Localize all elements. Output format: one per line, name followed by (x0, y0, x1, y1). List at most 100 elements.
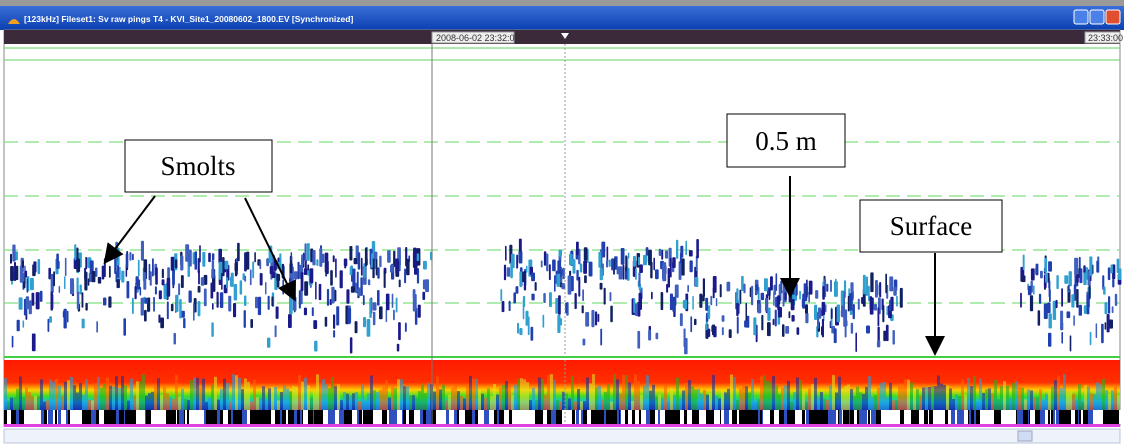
fish-echo (815, 290, 819, 299)
stripe (1071, 410, 1075, 424)
stripe (1028, 410, 1029, 424)
stripe (992, 410, 994, 424)
stripe (237, 410, 242, 424)
fish-echo (154, 286, 157, 295)
fish-echo (567, 275, 572, 295)
fish-echo (782, 290, 785, 307)
fish-echo (713, 326, 717, 338)
stripe (976, 410, 980, 424)
texture (556, 400, 559, 410)
fish-echo (549, 292, 552, 307)
stripe (187, 410, 189, 424)
fish-echo (679, 252, 682, 264)
annotation-label: Smolts (160, 151, 235, 181)
echogram-top-strip (4, 30, 1120, 44)
stripe (382, 410, 387, 424)
close-button[interactable] (1105, 9, 1121, 25)
fish-echo (129, 252, 132, 261)
texture (886, 396, 889, 410)
fish-echo (736, 288, 739, 305)
stripe (710, 410, 714, 424)
fish-echo (774, 309, 777, 327)
fish-echo (1108, 296, 1111, 314)
texture (613, 374, 616, 410)
stripe (400, 410, 402, 424)
texture (841, 388, 844, 410)
texture (802, 391, 805, 410)
fish-echo (126, 281, 130, 299)
texture (184, 398, 187, 410)
stripe (813, 410, 818, 424)
fish-echo (702, 278, 705, 297)
fish-echo (876, 284, 879, 296)
stripe (1045, 410, 1048, 424)
texture (814, 377, 817, 410)
fish-echo (721, 327, 724, 336)
texture (709, 393, 712, 410)
fish-echo (583, 247, 588, 261)
horizontal-scrollbar[interactable] (3, 428, 1121, 444)
texture (1063, 374, 1066, 410)
stripe (140, 410, 145, 424)
fish-echo (610, 305, 613, 323)
fish-echo (22, 320, 25, 328)
fish-echo (501, 301, 505, 313)
fish-echo (221, 273, 223, 290)
fish-echo (293, 271, 298, 280)
fish-echo (166, 301, 169, 320)
texture (1000, 386, 1003, 410)
stripe (271, 410, 275, 424)
texture (622, 375, 625, 410)
maximize-button[interactable] (1089, 9, 1105, 25)
stripe (716, 410, 720, 424)
fish-echo (690, 316, 693, 333)
stripe (805, 410, 806, 424)
fish-echo (667, 268, 670, 288)
stripe (499, 410, 504, 424)
stripe (1081, 410, 1083, 424)
texture (679, 398, 682, 410)
texture (994, 379, 997, 410)
fish-echo (404, 268, 407, 284)
fish-echo (33, 261, 37, 273)
fish-echo (785, 326, 790, 334)
texture (1030, 390, 1033, 410)
fish-echo (1101, 323, 1104, 344)
stripe (315, 410, 320, 424)
scroll-thumb[interactable] (1017, 430, 1033, 442)
stripe (758, 410, 760, 424)
fish-echo (79, 284, 82, 295)
stripe (297, 410, 300, 424)
texture (898, 386, 901, 410)
fish-echo (290, 252, 293, 261)
stripe (768, 410, 770, 424)
stripe (397, 410, 400, 424)
stripe (748, 410, 751, 424)
fish-echo (508, 300, 511, 312)
fish-echo (1076, 289, 1079, 308)
stripe (1078, 410, 1079, 424)
stripe (827, 410, 828, 424)
stripe (328, 410, 333, 424)
fish-echo (413, 247, 417, 266)
fish-echo (422, 279, 426, 290)
minimize-button[interactable] (1073, 9, 1089, 25)
fish-echo (425, 279, 429, 293)
stripe (932, 410, 933, 424)
texture (850, 389, 853, 410)
stripe (68, 410, 70, 424)
texture (1033, 397, 1036, 410)
fish-echo (210, 282, 214, 299)
texture (835, 392, 838, 410)
stripe (660, 410, 662, 424)
fish-echo (1086, 294, 1090, 315)
texture (592, 374, 595, 410)
stripe (1030, 410, 1035, 424)
texture (988, 388, 991, 410)
stripe (1015, 410, 1016, 424)
stripe (303, 410, 308, 424)
stripe (184, 410, 185, 424)
stripe (838, 410, 839, 424)
fish-echo (561, 283, 566, 290)
stripe (1056, 410, 1059, 424)
